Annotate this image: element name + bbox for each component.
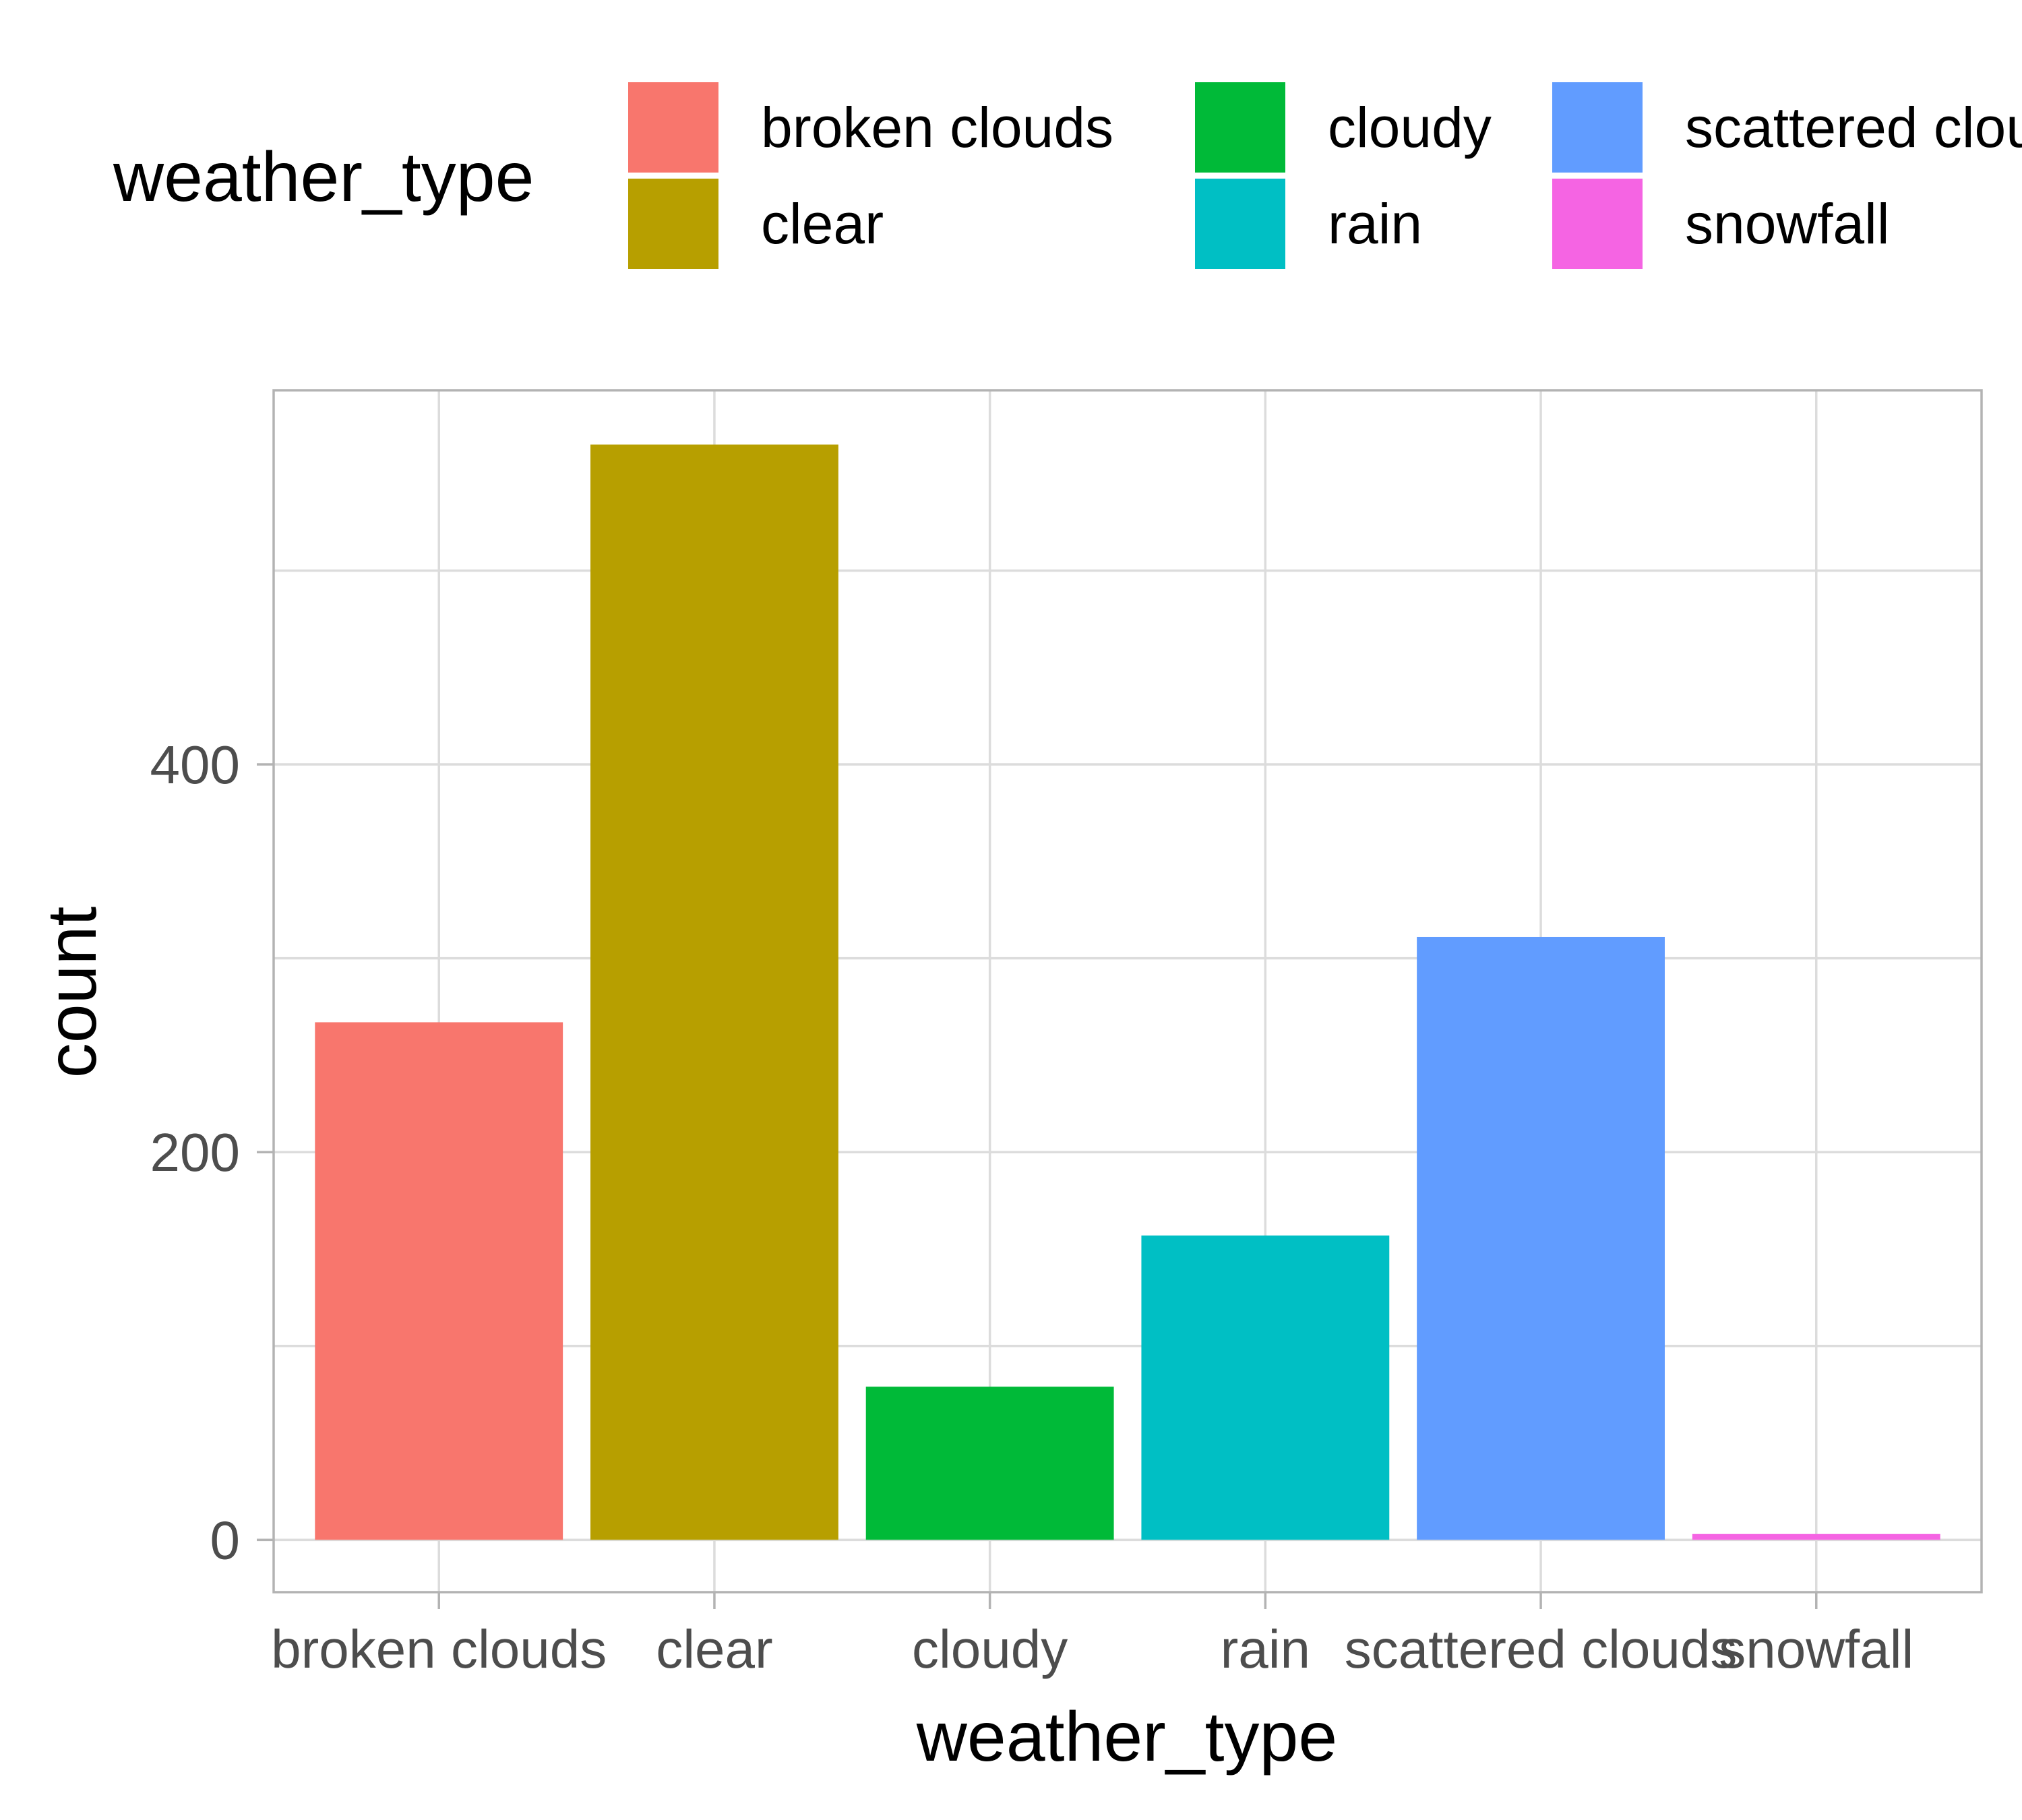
legend-key: [1552, 82, 1643, 173]
bar: [865, 1387, 1114, 1540]
bars: [315, 444, 1940, 1540]
legend-label: cloudy: [1328, 96, 1492, 159]
legend-key: [628, 82, 718, 173]
x-axis: broken clouds clear cloudy rain scattered cl…: [271, 1592, 1913, 1679]
x-tick-label: clear: [656, 1619, 772, 1679]
x-tick-label: cloudy: [912, 1619, 1068, 1679]
legend-label: clear: [761, 192, 884, 255]
x-tick-label: scattered clouds: [1345, 1619, 1738, 1679]
legend-label: snowfall: [1685, 192, 1889, 255]
legend-key: [1195, 179, 1285, 269]
plot-panel: [272, 389, 1983, 1594]
x-tick-label: snowfall: [1719, 1619, 1913, 1679]
bar: [315, 1022, 563, 1540]
legend-items: broken clouds clear cloudy rain scattered cl…: [628, 82, 2022, 269]
x-tick-label: rain: [1221, 1619, 1310, 1679]
bar: [1692, 1534, 1940, 1540]
y-tick-label: 400: [150, 735, 240, 795]
legend-key: [1195, 82, 1285, 173]
panel-border: [272, 389, 1983, 1594]
y-axis-title: count: [33, 907, 111, 1079]
x-axis-title: weather_type: [916, 1698, 1337, 1776]
legend-label: rain: [1328, 192, 1422, 255]
y-tick-label: 0: [210, 1510, 241, 1570]
legend: weather_type broken clouds clear cloudy rai…: [113, 82, 2022, 269]
legend-label: scattered clouds: [1685, 96, 2022, 159]
bar: [1141, 1235, 1390, 1540]
bar: [1417, 936, 1665, 1540]
y-tick-label: 200: [150, 1122, 240, 1182]
y-axis: 0 200 400: [150, 735, 274, 1570]
legend-key: [628, 179, 718, 269]
bar: [590, 444, 838, 1540]
x-tick-label: broken clouds: [271, 1619, 607, 1679]
legend-key: [1552, 179, 1643, 269]
legend-label: broken clouds: [761, 96, 1113, 159]
legend-title: weather_type: [113, 138, 534, 216]
